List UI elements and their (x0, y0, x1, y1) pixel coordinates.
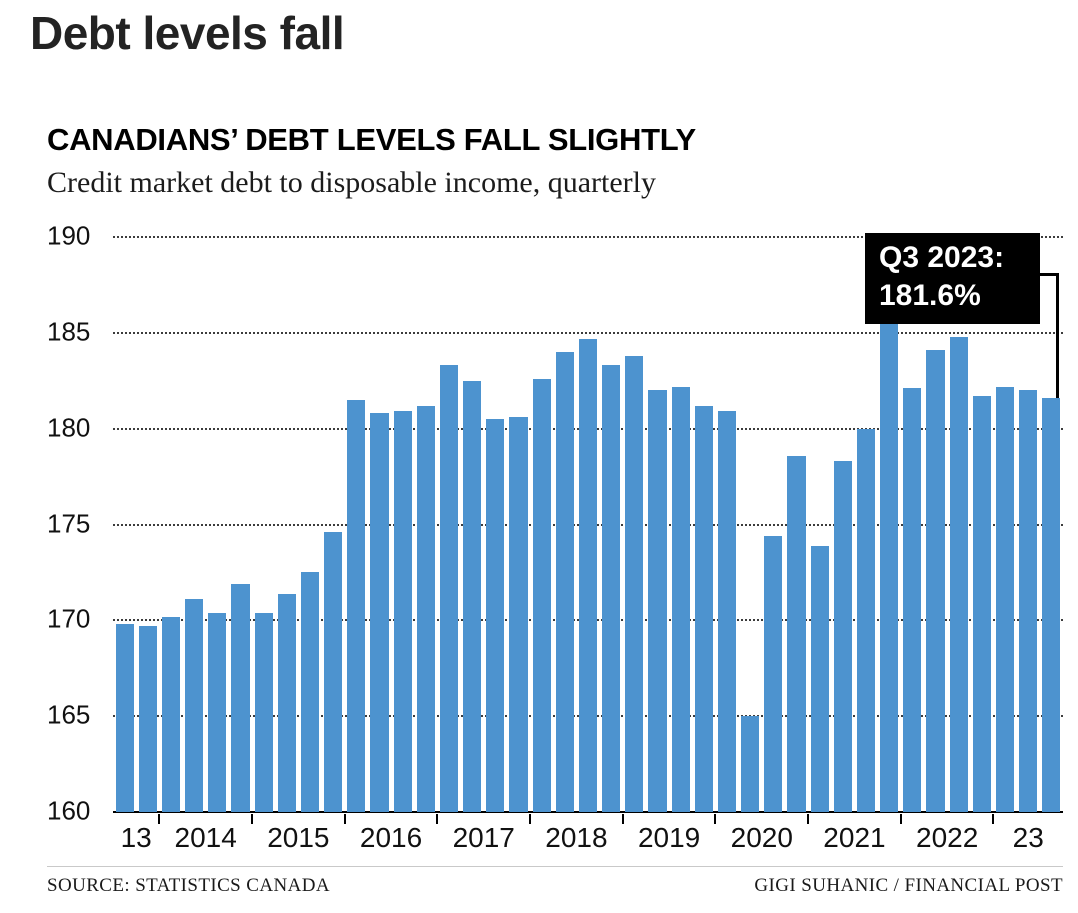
bar-2017-Q2 (463, 380, 482, 812)
bar-2019-Q1 (625, 355, 644, 812)
footer-divider (47, 866, 1063, 867)
y-axis-label-190: 190 (47, 220, 91, 251)
annotation-line1: Q3 2023: (879, 241, 1005, 274)
x-axis-tick (714, 814, 717, 824)
bar-2014-Q4 (231, 583, 250, 812)
bar-2023-Q1 (995, 386, 1015, 812)
x-axis-tick (899, 814, 902, 824)
bar-2022-Q3 (949, 336, 968, 812)
bar-2018-Q1 (532, 378, 551, 812)
bar-chart: Q3 2023: 181.6% 190 185 180 175 170 165 160 13 2… (47, 220, 1063, 853)
bar-2014-Q1 (161, 616, 180, 812)
bar-2020-Q3 (764, 536, 783, 812)
bar-2021-Q4 (880, 323, 899, 812)
bar-2016-Q2 (370, 413, 389, 812)
gridline-190 (113, 236, 1063, 238)
bar-2016-Q4 (416, 405, 435, 812)
x-axis-label-2015: 2015 (267, 822, 330, 853)
bar-2023-Q2 (1019, 390, 1038, 812)
gridline-185 (113, 331, 1063, 334)
bar-2014-Q2 (185, 599, 204, 812)
bar-2013-Q4 (138, 626, 157, 812)
bar-2020-Q2 (741, 716, 760, 812)
bar-2021-Q1 (810, 545, 829, 812)
annotation-callout: Q3 2023: 181.6% (865, 233, 1040, 324)
bar-2016-Q1 (347, 399, 366, 812)
bar-2018-Q3 (578, 338, 598, 812)
y-axis-label-185: 185 (47, 316, 91, 347)
bar-2021-Q3 (856, 428, 876, 812)
bar-2023-Q3 (1042, 398, 1061, 812)
annotation-connector-horizontal (1038, 273, 1059, 276)
x-axis-label-2020: 2020 (730, 822, 793, 853)
x-axis-tick (807, 814, 810, 824)
bar-2021-Q2 (833, 461, 852, 812)
page-title: Debt levels fall (30, 7, 345, 59)
bar-2018-Q2 (555, 352, 574, 812)
x-axis-tick (343, 814, 346, 824)
bar-2018-Q4 (602, 365, 621, 812)
bar-2019-Q2 (648, 390, 667, 812)
bar-2015-Q1 (254, 612, 273, 812)
x-axis-label-13: 13 (120, 822, 152, 853)
y-axis-label-165: 165 (47, 699, 91, 730)
footer: SOURCE: STATISTICS CANADA GIGI SUHANIC /… (47, 875, 1063, 897)
x-axis-label-2019: 2019 (637, 822, 701, 853)
x-axis-label-2018: 2018 (545, 822, 608, 853)
source-credit: SOURCE: STATISTICS CANADA (47, 875, 330, 896)
x-axis-tick (621, 814, 624, 824)
x-axis-tick (436, 814, 439, 824)
bar-2016-Q3 (393, 411, 412, 812)
x-axis-tick (529, 814, 532, 824)
x-axis-tick (158, 814, 161, 824)
x-axis-tick (251, 814, 254, 824)
y-axis-label-180: 180 (47, 411, 91, 442)
chart-title: CANADIANS’ DEBT LEVELS FALL SLIGHTLY (47, 122, 696, 157)
bar-2014-Q3 (208, 612, 227, 812)
bar-2019-Q4 (694, 405, 713, 812)
y-axis-label-170: 170 (47, 603, 91, 634)
annotation-line2: 181.6% (879, 278, 981, 312)
chart-subtitle: Credit market debt to disposable income,… (47, 166, 656, 199)
annotation-connector-vertical (1056, 273, 1059, 398)
x-axis-label-23: 23 (1012, 822, 1044, 853)
x-axis-tick (992, 814, 995, 824)
bar-2022-Q2 (926, 350, 945, 812)
x-axis-label-2014: 2014 (174, 822, 237, 853)
bar-2017-Q4 (509, 417, 528, 812)
bar-2015-Q4 (324, 532, 343, 812)
bar-2022-Q1 (903, 388, 922, 812)
y-axis-label-160: 160 (47, 795, 91, 826)
bar-2020-Q4 (787, 455, 806, 812)
x-axis-line (113, 811, 1063, 813)
y-axis-label-175: 175 (47, 507, 91, 538)
x-axis-label-2016: 2016 (359, 822, 423, 853)
bar-2013-Q3 (115, 624, 134, 812)
x-axis-label-2022: 2022 (915, 822, 979, 853)
byline-credit: GIGI SUHANIC / FINANCIAL POST (754, 875, 1063, 896)
x-axis-label-2017: 2017 (452, 822, 515, 853)
bar-2020-Q1 (717, 411, 737, 812)
bar-2015-Q2 (277, 593, 296, 812)
bar-2022-Q4 (972, 396, 991, 812)
bar-2017-Q3 (486, 419, 505, 812)
bar-2015-Q3 (300, 572, 320, 812)
bar-2017-Q1 (439, 365, 459, 812)
x-axis-label-2021: 2021 (823, 822, 886, 853)
bar-2019-Q3 (671, 386, 690, 812)
